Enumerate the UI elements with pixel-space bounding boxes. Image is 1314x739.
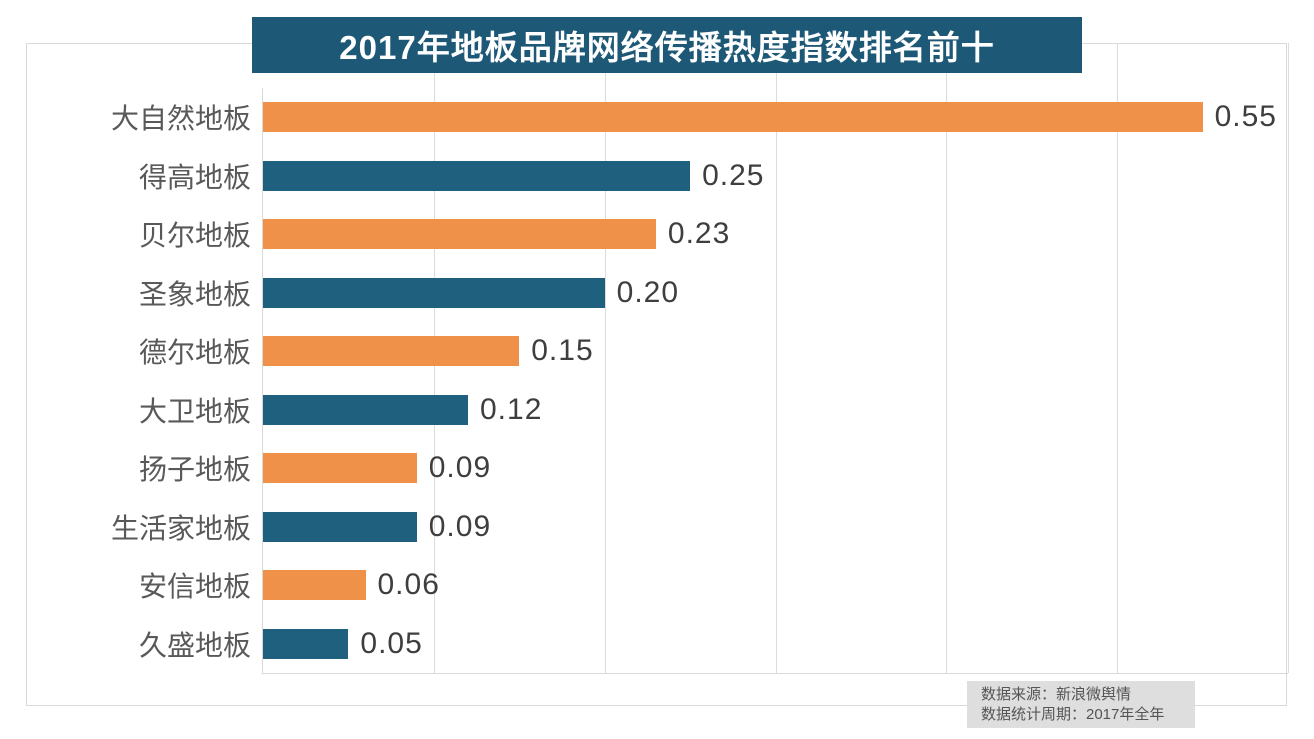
category-label: 圣象地板 <box>138 278 251 310</box>
bar-row: 0.15 <box>263 322 1288 381</box>
bar-anxin <box>263 570 366 601</box>
bar-row: 0.12 <box>263 381 1288 440</box>
source-period-line: 数据统计周期：2017年全年 <box>981 706 1165 723</box>
value-label: 0.09 <box>428 509 492 543</box>
value-label: 0.15 <box>531 334 594 368</box>
value-label: 0.05 <box>360 626 423 660</box>
bar-yangzi <box>263 453 417 484</box>
bar-row: 0.23 <box>263 205 1288 264</box>
chart-title-banner: 2017年地板品牌网络传播热度指数排名前十 <box>252 17 1082 73</box>
bar-shenghuojia <box>263 511 417 542</box>
category-label: 扬子地板 <box>138 454 251 486</box>
source-line: 数据来源：新浪微舆情 <box>981 686 1132 703</box>
source-box: 数据来源：新浪微舆情 数据统计周期：2017年全年 <box>967 681 1195 728</box>
value-label: 0.20 <box>616 275 680 309</box>
value-label: 0.55 <box>1214 100 1277 134</box>
bar-row: 0.05 <box>263 615 1288 674</box>
bar-row: 0.25 <box>263 147 1288 206</box>
bar-jiusheng <box>263 628 349 659</box>
bar-rows: 0.55 0.25 0.23 0.20 0.15 0.12 <box>263 88 1288 673</box>
bar-dawei <box>263 394 468 425</box>
category-label: 久盛地板 <box>138 629 251 661</box>
bar-row: 0.06 <box>263 556 1288 615</box>
gridline <box>946 43 948 673</box>
bar-degao <box>263 160 691 191</box>
bar-row: 0.20 <box>263 264 1288 323</box>
category-label: 贝尔地板 <box>138 220 251 252</box>
category-label: 大卫地板 <box>138 395 251 427</box>
category-label: 得高地板 <box>138 161 251 193</box>
value-label: 0.25 <box>702 158 765 192</box>
plot-area: 0.55 0.25 0.23 0.20 0.15 0.12 <box>262 43 1289 674</box>
category-label: 生活家地板 <box>110 512 251 544</box>
category-label: 大自然地板 <box>110 103 251 135</box>
value-label: 0.09 <box>428 451 492 485</box>
gridline <box>604 43 606 673</box>
value-label: 0.12 <box>480 392 543 426</box>
category-label: 德尔地板 <box>138 337 251 369</box>
bar-danatural <box>263 102 1203 133</box>
chart-frame <box>26 43 1287 706</box>
bar-shengxiang <box>263 277 605 308</box>
bar-row: 0.09 <box>263 439 1288 498</box>
gridline <box>1288 43 1289 673</box>
gridline <box>1117 43 1119 673</box>
bar-row: 0.55 <box>263 88 1288 147</box>
gridline <box>775 43 777 673</box>
chart-title: 2017年地板品牌网络传播热度指数排名前十 <box>339 29 995 66</box>
value-label: 0.23 <box>667 217 731 251</box>
value-label: 0.06 <box>377 568 440 602</box>
category-axis: 大自然地板 得高地板 贝尔地板 圣象地板 德尔地板 大卫地板 扬子地板 生活家地… <box>27 88 251 673</box>
bar-deer <box>263 336 520 367</box>
bar-beier <box>263 219 656 250</box>
category-label: 安信地板 <box>138 571 251 603</box>
bar-row: 0.09 <box>263 498 1288 557</box>
